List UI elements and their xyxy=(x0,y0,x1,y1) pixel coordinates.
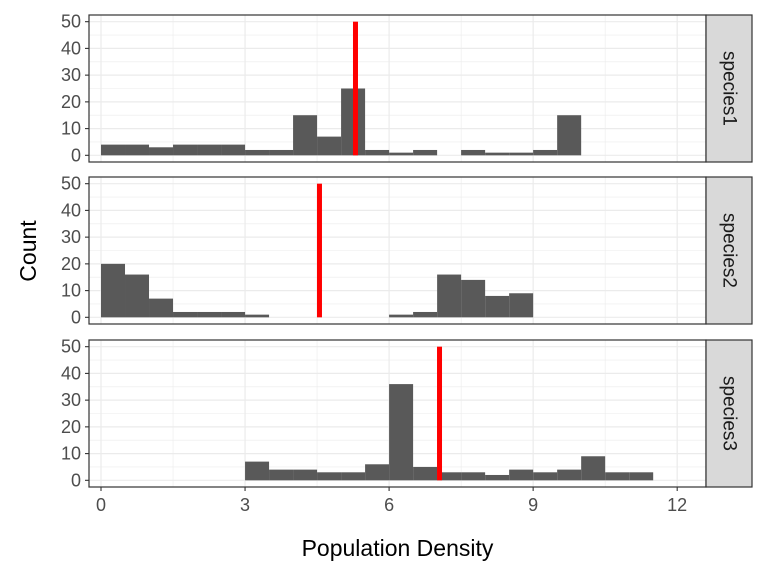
y-tick-label: 0 xyxy=(71,470,81,490)
histogram-bar xyxy=(365,464,390,481)
facet-strip xyxy=(705,176,753,325)
y-axis-title: Count xyxy=(15,220,41,282)
histogram-bar xyxy=(485,152,510,156)
histogram-bar xyxy=(581,456,606,481)
histogram-bar xyxy=(125,144,150,156)
histogram-bar xyxy=(437,472,462,481)
histogram-bar xyxy=(437,274,462,318)
histogram-bar xyxy=(221,311,246,318)
histogram-bar xyxy=(101,263,126,318)
histogram-bar xyxy=(149,298,174,318)
x-tick-label: 3 xyxy=(240,495,250,515)
y-tick-label: 30 xyxy=(61,65,81,85)
facet-strip-label: species2 xyxy=(719,213,740,288)
histogram-bar xyxy=(173,311,198,318)
histogram-bar xyxy=(125,274,150,318)
panel-species3: 0 10 20 30 40 50 species3 xyxy=(61,337,753,490)
histogram-bar xyxy=(269,149,294,156)
histogram-bar xyxy=(293,469,318,481)
histogram-bar xyxy=(173,144,198,156)
facet-strip-label: species3 xyxy=(719,376,740,451)
y-tick-label: 40 xyxy=(61,363,81,383)
x-tick-label: 0 xyxy=(96,495,106,515)
histogram-bar xyxy=(341,472,366,481)
histogram-bar xyxy=(389,152,414,156)
y-tick-label: 50 xyxy=(61,337,81,357)
histogram-bar xyxy=(605,472,630,481)
histogram-bar xyxy=(317,472,342,481)
y-tick-label: 20 xyxy=(61,417,81,437)
facet-strip-label: species1 xyxy=(719,51,740,126)
y-tick-label: 40 xyxy=(61,200,81,220)
histogram-bar xyxy=(509,293,534,318)
panel-species1: 0 10 20 30 40 50 species1 xyxy=(61,12,753,165)
y-tick-label: 40 xyxy=(61,38,81,58)
histogram-bar xyxy=(317,136,342,156)
histogram-bar xyxy=(533,149,558,156)
histogram-bar xyxy=(197,144,222,156)
x-tick-label: 9 xyxy=(528,495,538,515)
histogram-bar xyxy=(461,279,486,318)
histogram-bar xyxy=(101,144,126,156)
histogram-bar xyxy=(485,474,510,481)
histogram-bar xyxy=(461,149,486,156)
histogram-bar xyxy=(629,472,654,481)
histogram-bar xyxy=(413,149,438,156)
y-tick-label: 10 xyxy=(61,119,81,139)
histogram-bar xyxy=(485,295,510,318)
histogram-bar xyxy=(269,469,294,481)
y-tick-label: 30 xyxy=(61,227,81,247)
mean-line xyxy=(316,183,322,318)
histogram-bar xyxy=(221,144,246,156)
histogram-bar xyxy=(461,472,486,481)
y-tick-label: 20 xyxy=(61,92,81,112)
histogram-bar xyxy=(245,314,270,318)
histogram-bar xyxy=(533,472,558,481)
facet-strip xyxy=(705,339,753,488)
mean-line xyxy=(437,346,443,481)
y-tick-label: 50 xyxy=(61,12,81,32)
y-tick-label: 0 xyxy=(71,307,81,327)
histogram-bar xyxy=(557,115,582,156)
panels-layer: 0 10 20 30 40 50 species1 0 10 20 30 40 50 species2 0 1… xyxy=(61,12,753,490)
histogram-bar xyxy=(149,147,174,156)
histogram-bar xyxy=(413,311,438,318)
histogram-bar xyxy=(509,152,534,156)
histogram-bar xyxy=(389,384,414,481)
histogram-bar xyxy=(245,461,270,481)
y-tick-label: 50 xyxy=(61,174,81,194)
panel-species2: 0 10 20 30 40 50 species2 xyxy=(61,174,753,327)
histogram-bar xyxy=(197,311,222,318)
y-tick-label: 20 xyxy=(61,254,81,274)
histogram-bar xyxy=(245,149,270,156)
facet-strip xyxy=(705,14,753,163)
x-tick-label: 12 xyxy=(667,495,687,515)
mean-line xyxy=(352,21,358,156)
histogram-bar xyxy=(557,469,582,481)
histogram-bar xyxy=(365,149,390,156)
histogram-bar xyxy=(389,314,414,318)
y-tick-label: 10 xyxy=(61,444,81,464)
x-axis-title: Population Density xyxy=(302,535,494,561)
y-tick-label: 30 xyxy=(61,390,81,410)
histogram-bar xyxy=(413,466,438,481)
histogram-bar xyxy=(293,115,318,156)
y-tick-label: 10 xyxy=(61,281,81,301)
histogram-bar xyxy=(509,469,534,481)
y-tick-label: 0 xyxy=(71,145,81,165)
x-axis: 0 3 6 9 12 xyxy=(96,487,687,515)
x-tick-label: 6 xyxy=(384,495,394,515)
